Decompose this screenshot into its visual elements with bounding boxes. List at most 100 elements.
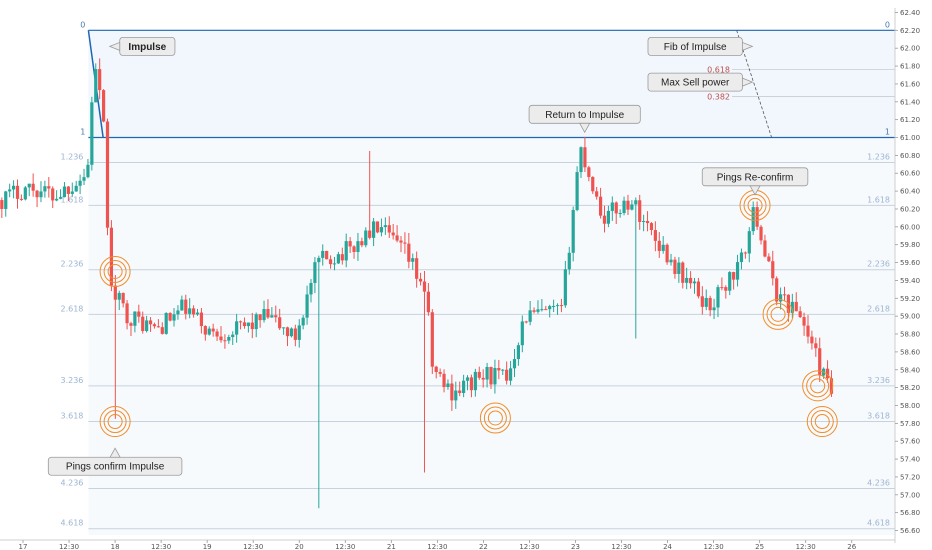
candle-body <box>571 210 575 253</box>
candle-body <box>35 190 39 198</box>
candle-body <box>317 257 321 263</box>
candle-body <box>352 246 356 252</box>
candle-body <box>591 176 595 192</box>
time-axis: 17 12:30 18 12:30 19 12:30 20 12:30 21 12:30 22 12:… <box>0 539 895 550</box>
callout: Fib of Impulse <box>647 37 754 56</box>
price-tick-label: 57.60 <box>900 438 920 446</box>
candle-body <box>379 227 384 233</box>
time-tick-label: 19 <box>203 543 212 550</box>
candle-body <box>536 309 540 312</box>
candle-body <box>512 359 517 369</box>
time-tick-label: 12:30 <box>704 543 724 550</box>
candle-body <box>775 278 779 302</box>
candle-body <box>78 180 82 186</box>
candle-body <box>442 373 446 388</box>
candle-body <box>634 200 638 205</box>
price-tick-label: 61.40 <box>900 98 920 106</box>
candle-body <box>15 185 20 199</box>
candle-body <box>778 294 783 302</box>
candle-body <box>415 258 419 279</box>
candle-body <box>508 368 513 381</box>
ping-ring <box>487 410 503 426</box>
candle-body <box>563 269 567 306</box>
candle-body <box>31 183 35 191</box>
candle-body <box>215 331 219 337</box>
price-tick-label: 58.00 <box>900 402 920 410</box>
candle-body <box>548 306 552 310</box>
candle-body <box>278 317 282 329</box>
candle-body <box>160 327 164 334</box>
candle-body <box>559 305 564 307</box>
candle-body <box>387 225 391 233</box>
candle-body <box>70 191 74 194</box>
price-tick-label: 60.60 <box>900 170 920 178</box>
candle-body <box>254 314 258 330</box>
candle-body <box>583 147 587 168</box>
candle-body <box>418 278 423 282</box>
candle-body <box>375 221 380 233</box>
time-tick-label: 12:30 <box>611 543 631 550</box>
candle-body <box>552 305 556 307</box>
candle-body <box>673 259 677 274</box>
fib-level-label-right: 3.236 <box>867 376 890 385</box>
candle-body <box>610 202 614 211</box>
fib-level-label: 3.236 <box>60 376 83 385</box>
fib-trendline-dashed <box>736 30 772 138</box>
candle-body <box>735 262 740 280</box>
candle-body <box>285 327 290 337</box>
candle-body <box>43 186 47 192</box>
candle-body <box>301 317 305 326</box>
candle-body <box>477 371 481 378</box>
candle-body <box>274 315 278 318</box>
candle-body <box>137 311 141 317</box>
ping-ring <box>107 414 123 430</box>
extension-zone <box>88 137 895 535</box>
impulse-zone <box>88 30 895 138</box>
fib-level-label: 1.236 <box>60 153 83 162</box>
candle-body <box>117 292 121 300</box>
price-tick-label: 61.00 <box>900 134 920 142</box>
candle-body <box>810 336 814 344</box>
time-tick-label: 12:30 <box>519 543 539 550</box>
candle-body <box>728 272 732 291</box>
candle-body <box>289 328 294 337</box>
candle-body <box>794 301 798 312</box>
candle-body <box>332 263 337 265</box>
price-tick-label: 56.80 <box>900 509 920 517</box>
candle-body <box>141 316 145 332</box>
candle-body <box>148 320 153 325</box>
callout-label: Fib of Impulse <box>664 42 727 53</box>
candle-body <box>19 198 24 200</box>
candle-body <box>90 102 94 165</box>
ping-ring <box>802 370 834 402</box>
price-tick-label: 60.80 <box>900 152 920 160</box>
fib-level-label: 4.618 <box>60 519 83 528</box>
candle-body <box>231 334 235 338</box>
callout-pointer <box>749 185 761 196</box>
candle-body <box>732 272 736 280</box>
candle-body <box>188 308 192 314</box>
price-tick-label: 62.20 <box>900 27 920 35</box>
callout-label: Pings confirm Impulse <box>66 462 165 473</box>
inner-fib-label: 0.618 <box>707 66 730 75</box>
candle-body <box>450 383 454 401</box>
candle-body <box>598 196 603 216</box>
candle-body <box>426 291 430 313</box>
candle-body <box>708 297 712 311</box>
candle-body <box>688 277 693 284</box>
candle-body <box>403 242 407 244</box>
candle-body <box>802 317 806 326</box>
candle-body <box>645 221 650 224</box>
candle-body <box>47 186 51 189</box>
price-tick-label: 60.00 <box>900 223 920 231</box>
candle-body <box>493 368 497 385</box>
candle-body <box>606 210 611 224</box>
candle-body <box>622 200 626 213</box>
candle-body <box>238 321 243 323</box>
candle-body <box>328 259 333 265</box>
price-tick-label: 57.00 <box>900 491 920 499</box>
callout-label: Max Sell power <box>661 78 730 89</box>
price-tick-label: 61.80 <box>900 63 920 71</box>
candle-body <box>755 207 759 227</box>
